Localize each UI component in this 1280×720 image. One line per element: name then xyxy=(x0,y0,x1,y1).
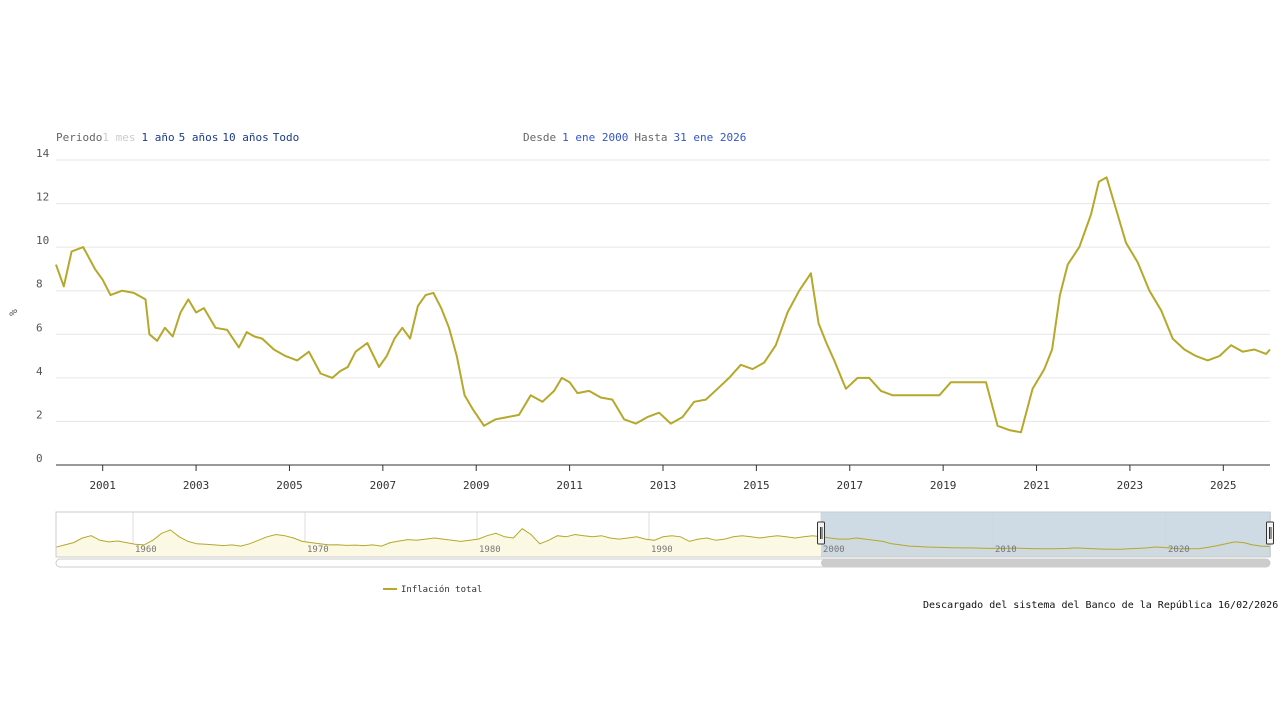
navigator-ticks: 1960 1970 1980 1990 2000 2010 2020 xyxy=(135,545,1190,555)
x-tick-label: 2011 xyxy=(556,479,583,492)
navigator-handle-left[interactable] xyxy=(817,521,825,545)
x-tick-label: 2023 xyxy=(1117,479,1144,492)
legend[interactable]: Inflación total xyxy=(383,584,482,595)
y-tick-label: 12 xyxy=(36,191,49,204)
from-date-input[interactable]: 1 ene 2000 xyxy=(562,131,629,144)
x-axis: 2001 2003 2005 2007 2009 2011 2013 2015 2017 2019… xyxy=(89,465,1237,492)
plot-area xyxy=(55,176,1271,434)
y-tick-label: 8 xyxy=(36,278,43,291)
series-line xyxy=(55,176,1271,434)
range-10y-button[interactable]: 10 años xyxy=(222,131,269,144)
navigator-handle-right[interactable] xyxy=(1266,521,1274,545)
y-tick-label: 10 xyxy=(36,234,49,247)
range-selector: Periodo1 mes 1 año 5 años 10 años Todo xyxy=(56,131,303,144)
credit-text: Descargado del sistema del Banco de la R… xyxy=(923,600,1280,611)
x-tick-label: 2001 xyxy=(89,479,116,492)
navigator-tick-label: 2000 xyxy=(823,545,845,555)
y-tick-label: 4 xyxy=(36,365,43,378)
y-axis-label: % xyxy=(7,309,20,316)
scrollbar-thumb[interactable] xyxy=(821,559,1270,567)
range-all-button[interactable]: Todo xyxy=(272,131,300,144)
x-tick-label: 2021 xyxy=(1023,479,1050,492)
y-axis: 0 2 4 6 8 10 12 14 xyxy=(36,147,50,465)
y-tick-label: 14 xyxy=(36,147,50,160)
x-tick-label: 2009 xyxy=(463,479,490,492)
navigator-tick-label: 1990 xyxy=(651,545,673,555)
navigator-tick-label: 1970 xyxy=(307,545,329,555)
y-tick-label: 2 xyxy=(36,408,43,421)
from-label: Desde xyxy=(523,131,557,144)
period-label: Periodo xyxy=(56,131,103,144)
navigator-tick-label: 2020 xyxy=(1168,545,1190,555)
legend-label[interactable]: Inflación total xyxy=(401,584,482,595)
x-tick-label: 2003 xyxy=(183,479,210,492)
x-tick-label: 2019 xyxy=(930,479,957,492)
date-range-inputs: Desde 1 ene 2000 Hasta 31 ene 2026 xyxy=(523,131,752,144)
range-1m-button: 1 mes xyxy=(102,131,136,144)
to-label: Hasta xyxy=(634,131,668,144)
navigator-line xyxy=(55,528,1271,550)
x-tick-label: 2025 xyxy=(1210,479,1237,492)
range-5y-button[interactable]: 5 años xyxy=(178,131,219,144)
x-tick-label: 2007 xyxy=(370,479,397,492)
x-tick-label: 2005 xyxy=(276,479,303,492)
scrollbar[interactable] xyxy=(55,558,1271,568)
navigator-tick-label: 2010 xyxy=(995,545,1017,555)
navigator-tick-label: 1980 xyxy=(479,545,501,555)
y-tick-label: 6 xyxy=(36,321,43,334)
navigator[interactable]: 1960 1970 1980 1990 2000 2010 2020 xyxy=(55,511,1274,558)
navigator-selection[interactable] xyxy=(821,512,1271,557)
x-tick-label: 2017 xyxy=(837,479,864,492)
y-tick-label: 0 xyxy=(36,452,43,465)
range-1y-button[interactable]: 1 año xyxy=(141,131,175,144)
navigator-tick-label: 1960 xyxy=(135,545,157,555)
to-date-input[interactable]: 31 ene 2026 xyxy=(673,131,747,144)
x-tick-label: 2015 xyxy=(743,479,770,492)
grid-lines xyxy=(56,159,1270,466)
x-tick-label: 2013 xyxy=(650,479,677,492)
